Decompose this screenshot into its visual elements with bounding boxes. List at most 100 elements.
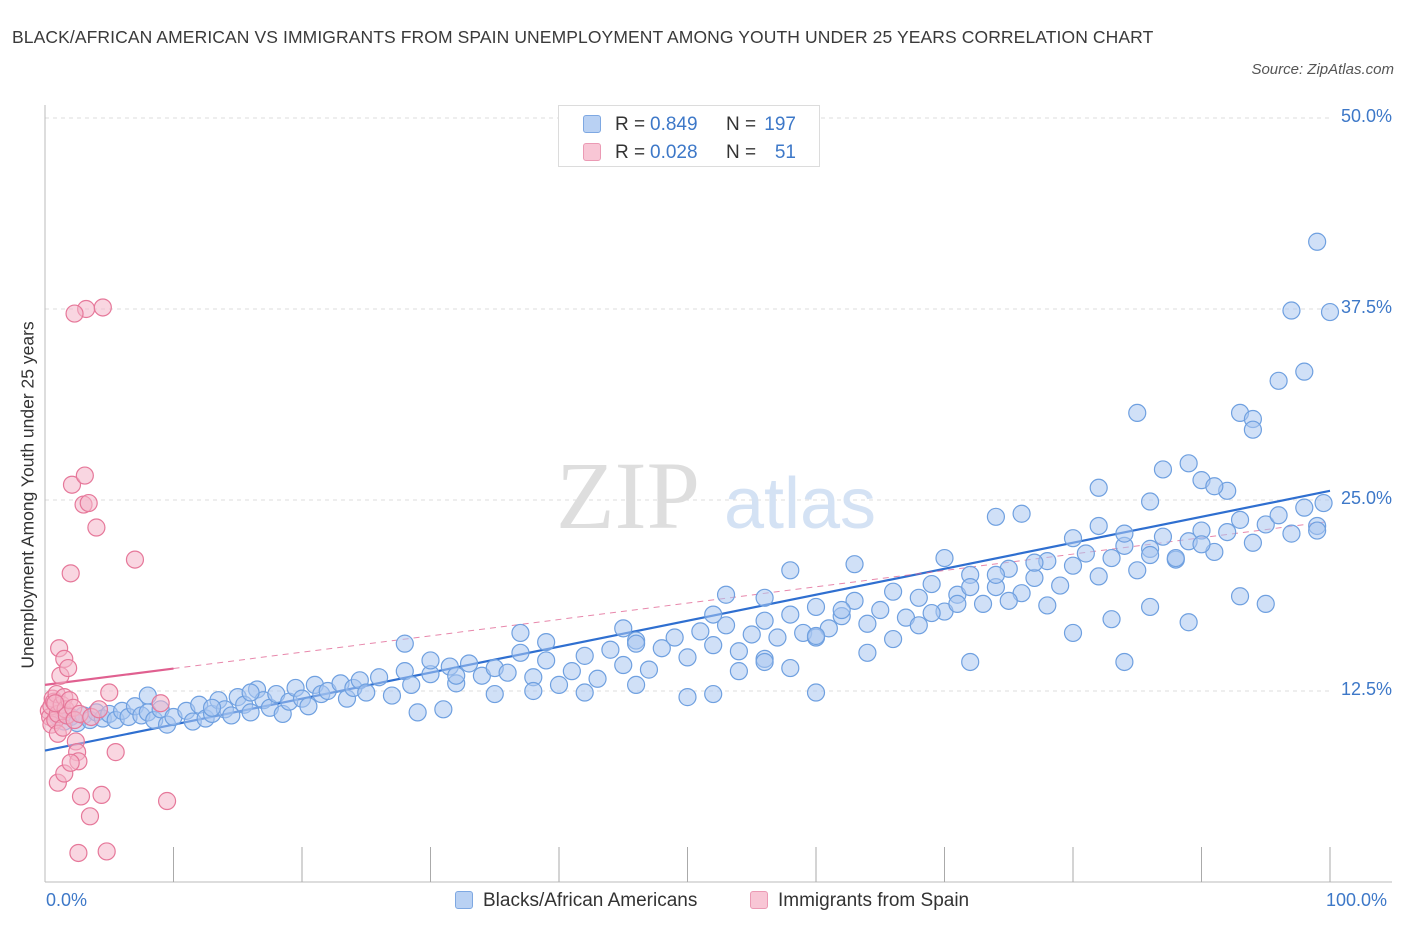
y-tick-label: 12.5% bbox=[1340, 679, 1392, 699]
data-point bbox=[755, 652, 774, 672]
data-point bbox=[665, 628, 684, 647]
data-point bbox=[1192, 535, 1211, 554]
data-point bbox=[562, 662, 581, 681]
data-point bbox=[948, 594, 967, 614]
legend-label: Immigrants from Spain bbox=[778, 890, 970, 911]
data-point bbox=[1140, 597, 1160, 617]
data-point bbox=[1256, 594, 1275, 614]
data-point bbox=[1102, 548, 1121, 568]
data-point bbox=[1076, 544, 1095, 563]
data-point bbox=[408, 703, 427, 722]
data-point bbox=[768, 628, 787, 647]
data-point bbox=[1295, 362, 1314, 381]
data-point bbox=[357, 683, 376, 702]
data-point bbox=[87, 518, 106, 537]
y-tick-label: 25.0% bbox=[1340, 488, 1392, 508]
data-point bbox=[1128, 403, 1147, 423]
n-value: 197 bbox=[764, 114, 796, 135]
data-point bbox=[549, 675, 569, 694]
data-point bbox=[935, 548, 954, 568]
data-point bbox=[459, 654, 479, 673]
data-point bbox=[498, 663, 517, 682]
data-point bbox=[755, 611, 774, 630]
stats-legend: R = 0.849 N = 197 R = 0.028 N = 51 bbox=[558, 105, 820, 167]
data-point bbox=[1295, 498, 1314, 517]
y-axis-label: Unemployment Among Youth under 25 years bbox=[17, 321, 38, 669]
data-point bbox=[922, 603, 941, 623]
data-point bbox=[973, 594, 993, 614]
chart-source: Source: ZipAtlas.com bbox=[1251, 61, 1394, 78]
data-point bbox=[1243, 420, 1263, 439]
data-point bbox=[125, 550, 145, 569]
data-point bbox=[106, 743, 125, 762]
data-point bbox=[1314, 493, 1333, 513]
data-point bbox=[511, 643, 530, 662]
data-point bbox=[716, 585, 736, 604]
data-point bbox=[59, 658, 78, 678]
data-point bbox=[986, 565, 1006, 584]
data-point bbox=[639, 660, 659, 679]
data-point bbox=[1308, 521, 1327, 540]
data-point bbox=[1063, 529, 1083, 548]
data-point bbox=[80, 807, 100, 826]
data-point bbox=[781, 605, 800, 624]
data-point bbox=[1230, 587, 1250, 606]
data-point bbox=[537, 633, 556, 652]
data-point bbox=[845, 591, 864, 610]
r-value: 0.849 bbox=[650, 114, 698, 135]
data-point bbox=[151, 694, 170, 713]
data-point bbox=[614, 655, 633, 675]
data-point bbox=[1115, 524, 1134, 543]
legend-swatch-blue bbox=[455, 891, 473, 909]
data-point bbox=[97, 842, 116, 861]
data-point bbox=[1218, 522, 1237, 542]
data-point bbox=[402, 675, 421, 694]
legend-swatch-pink bbox=[750, 891, 768, 909]
data-point bbox=[614, 619, 633, 638]
x-tick-label-min: 0.0% bbox=[46, 890, 88, 910]
data-point bbox=[858, 614, 877, 633]
data-point bbox=[157, 791, 177, 811]
data-point bbox=[93, 298, 112, 317]
data-point bbox=[485, 684, 504, 704]
data-point bbox=[71, 787, 91, 806]
chart-title: BLACK/AFRICAN AMERICAN VS IMMIGRANTS FRO… bbox=[12, 27, 1154, 47]
data-point bbox=[922, 574, 941, 594]
data-point bbox=[92, 785, 111, 805]
data-point bbox=[1051, 576, 1070, 595]
data-point bbox=[1128, 561, 1147, 580]
data-point bbox=[845, 555, 864, 574]
data-point bbox=[1179, 454, 1198, 473]
data-point bbox=[299, 697, 318, 716]
data-point bbox=[1140, 545, 1160, 565]
watermark-atlas: atlas bbox=[724, 464, 876, 544]
series-1-points bbox=[39, 298, 177, 863]
zipatlas-watermark: ZIP atlas bbox=[556, 442, 876, 549]
data-point bbox=[1153, 460, 1173, 479]
data-point bbox=[704, 684, 723, 704]
data-point bbox=[202, 698, 222, 717]
data-point bbox=[241, 703, 260, 722]
data-point bbox=[65, 304, 84, 323]
data-point bbox=[909, 588, 928, 607]
data-point bbox=[1012, 504, 1031, 523]
y-tick-label: 50.0% bbox=[1340, 106, 1392, 126]
data-point bbox=[75, 466, 94, 485]
data-point bbox=[1063, 623, 1083, 643]
data-point bbox=[678, 648, 697, 667]
data-point bbox=[871, 600, 890, 620]
data-point bbox=[537, 651, 556, 670]
data-point bbox=[806, 597, 826, 617]
data-point bbox=[61, 753, 80, 772]
data-point bbox=[704, 605, 723, 624]
data-point bbox=[1282, 301, 1301, 320]
data-point bbox=[46, 694, 65, 713]
data-point bbox=[62, 475, 82, 494]
data-point bbox=[806, 626, 826, 646]
data-point bbox=[588, 669, 607, 688]
data-point bbox=[986, 507, 1006, 526]
n-label: N = bbox=[726, 142, 757, 163]
data-point bbox=[1243, 533, 1263, 552]
data-point bbox=[729, 642, 749, 661]
data-point bbox=[1179, 613, 1198, 632]
